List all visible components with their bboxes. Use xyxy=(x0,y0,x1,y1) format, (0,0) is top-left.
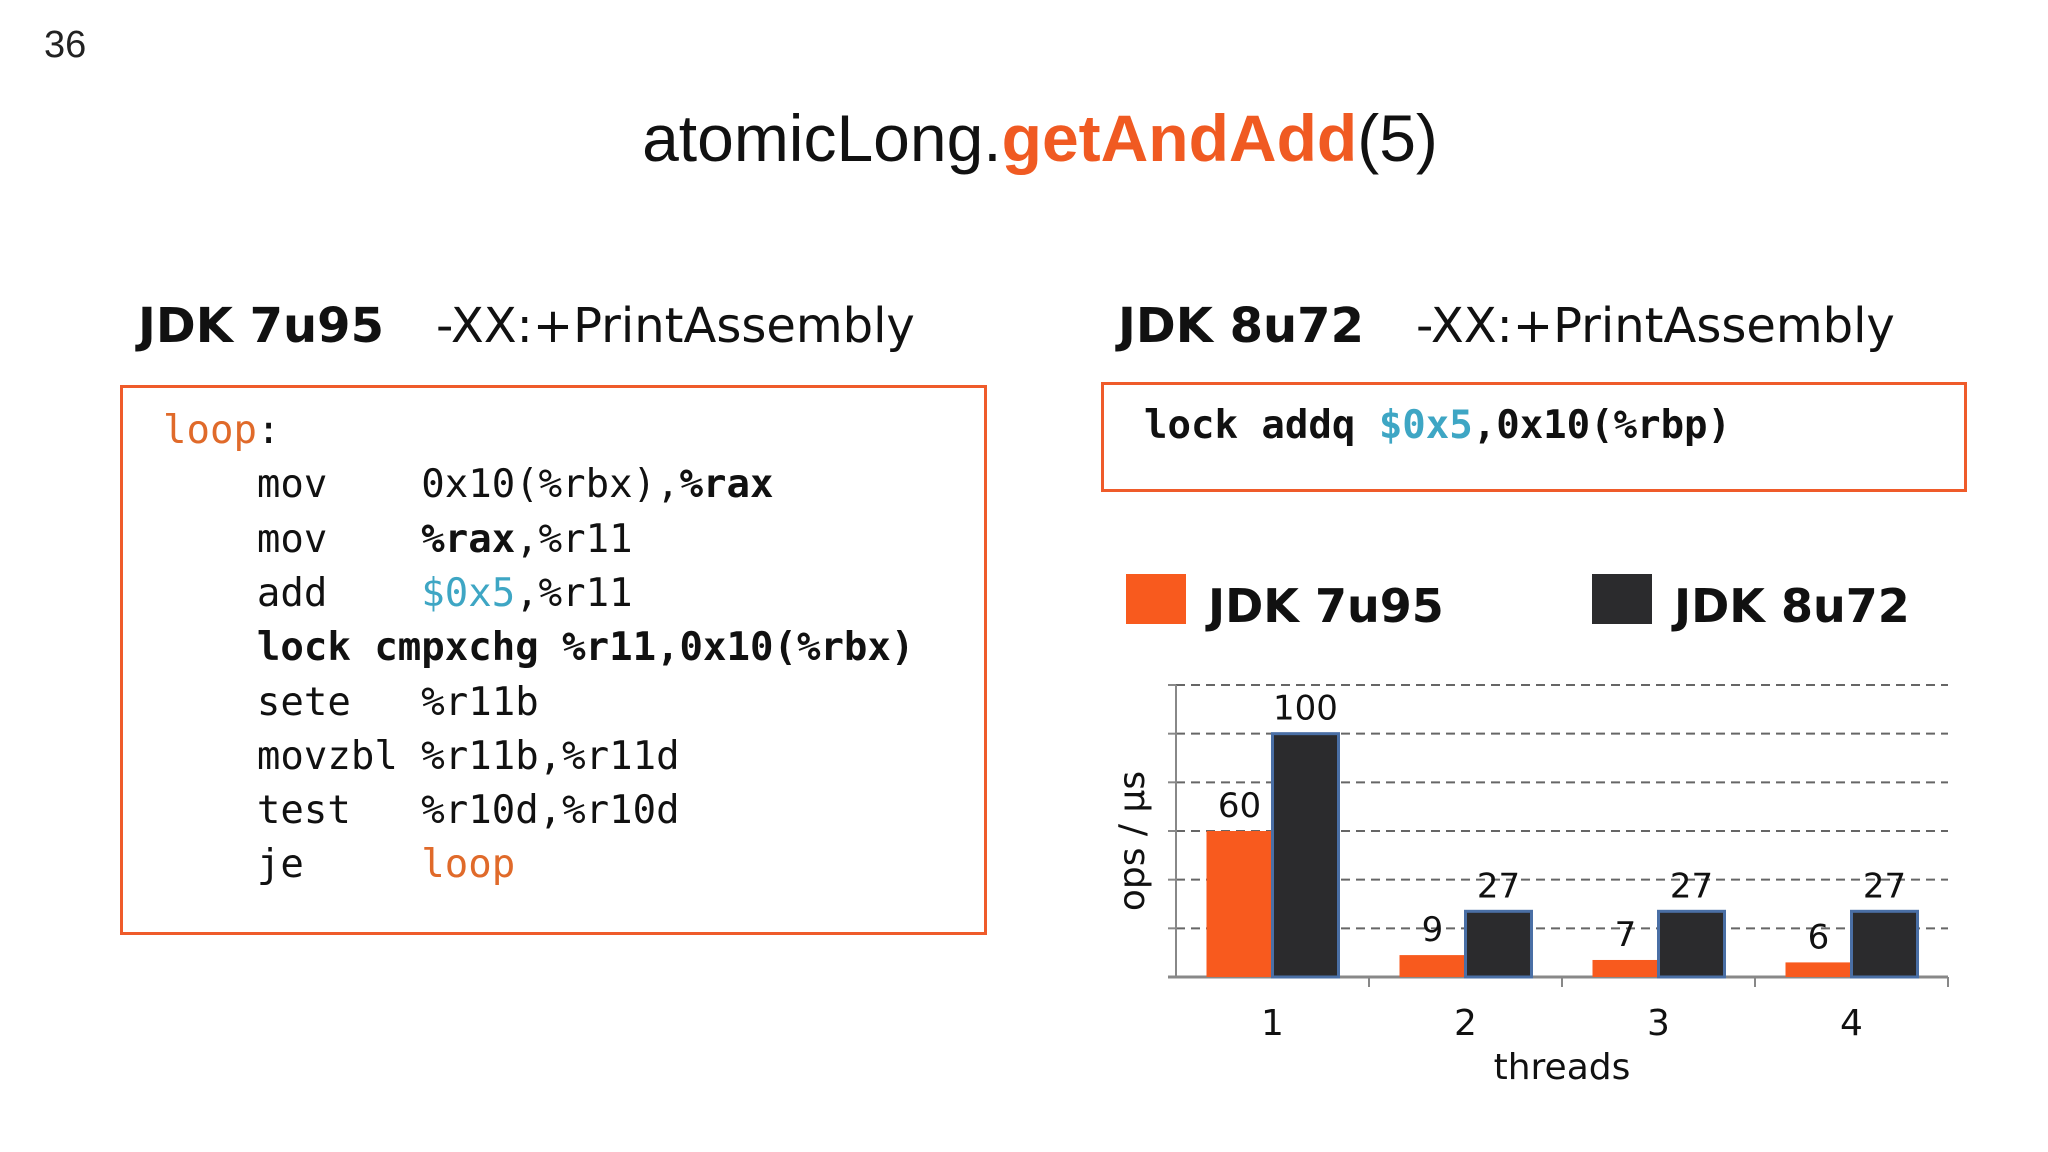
code-token: ,0x10(%rbp) xyxy=(1472,403,1732,448)
title-args: (5) xyxy=(1357,101,1438,175)
bar xyxy=(1399,955,1466,977)
code-token: %rax xyxy=(679,462,774,508)
title-method: getAndAdd xyxy=(1001,101,1358,175)
code-token: add xyxy=(163,570,422,616)
code-line: loop: xyxy=(163,408,280,453)
code-line: je loop xyxy=(163,842,515,887)
bar xyxy=(1206,831,1273,977)
code-token: je xyxy=(163,842,422,888)
x-tick-label: 2 xyxy=(1454,1003,1477,1044)
code-token: ,%r11 xyxy=(515,516,633,562)
code-line: add $0x5,%r11 xyxy=(163,571,633,616)
code-token: mov 0x10(%rbx), xyxy=(163,462,680,508)
code-line: movzbl %r11b,%r11d xyxy=(163,734,680,779)
slide-number: 36 xyxy=(44,24,87,66)
code-token: movzbl %r11b,%r11d xyxy=(163,733,680,779)
bar-value-label: 7 xyxy=(1615,915,1637,955)
code-token: lock addq xyxy=(1144,403,1379,448)
left-version: JDK 7u95 xyxy=(138,298,384,354)
legend-label: JDK 7u95 xyxy=(1205,579,1444,633)
code-token: loop xyxy=(163,408,257,453)
code-token: loop xyxy=(421,842,516,888)
code-line: lock addq $0x5,0x10(%rbp) xyxy=(1144,403,1731,448)
code-token: test %r10d,%r10d xyxy=(163,788,680,834)
legend-swatch xyxy=(1126,574,1186,624)
code-token: lock cmpxchg %r11,0x10(%rbx) xyxy=(163,625,915,671)
y-axis-title: ops / µs xyxy=(1112,771,1153,911)
jdk7-assembly-box: loop: mov 0x10(%rbx),%rax mov %rax,%r11 … xyxy=(120,385,987,935)
x-axis-title: threads xyxy=(1494,1047,1631,1088)
x-tick-label: 4 xyxy=(1840,1003,1863,1044)
code-token: %rax xyxy=(421,516,516,562)
bar-value-label: 27 xyxy=(1863,866,1906,906)
bar-value-label: 6 xyxy=(1808,917,1830,957)
bar xyxy=(1271,732,1340,979)
left-flag: -XX:+PrintAssembly xyxy=(435,298,915,354)
x-tick-label: 1 xyxy=(1261,1003,1284,1044)
code-token: $0x5 xyxy=(421,570,516,616)
code-line: test %r10d,%r10d xyxy=(163,788,680,833)
jdk8-assembly-box: lock addq $0x5,0x10(%rbp) xyxy=(1101,382,1967,492)
code-token: : xyxy=(256,408,281,453)
code-token: mov xyxy=(163,516,422,562)
bar-value-label: 27 xyxy=(1670,866,1713,906)
right-flag: -XX:+PrintAssembly xyxy=(1415,298,1895,354)
bar-value-label: 27 xyxy=(1477,866,1520,906)
code-token: ,%r11 xyxy=(515,570,633,616)
code-line: sete %r11b xyxy=(163,680,539,725)
code-line: lock cmpxchg %r11,0x10(%rbx) xyxy=(163,625,914,670)
legend-swatch xyxy=(1592,574,1652,624)
bar xyxy=(1592,959,1659,977)
right-version: JDK 8u72 xyxy=(1118,298,1364,354)
left-heading: JDK 7u95 -XX:+PrintAssembly xyxy=(138,298,915,354)
code-token: $0x5 xyxy=(1378,403,1473,448)
right-heading: JDK 8u72 -XX:+PrintAssembly xyxy=(1118,298,1895,354)
bar xyxy=(1464,909,1533,979)
bar xyxy=(1785,962,1852,977)
bar-value-label: 60 xyxy=(1218,786,1261,826)
code-line: mov 0x10(%rbx),%rax xyxy=(163,462,774,508)
bar-value-label: 100 xyxy=(1273,689,1338,729)
code-line: mov %rax,%r11 xyxy=(163,517,633,562)
title-object: atomicLong. xyxy=(642,101,1002,175)
throughput-chart: JDK 7u95 JDK 8u72601001927272736274thread… xyxy=(1112,574,1949,1088)
bar-value-label: 9 xyxy=(1422,910,1444,950)
bar xyxy=(1657,909,1726,979)
x-tick-label: 3 xyxy=(1647,1003,1670,1044)
code-token: sete %r11b xyxy=(163,679,539,725)
bar xyxy=(1850,909,1919,979)
legend-label: JDK 8u72 xyxy=(1671,579,1910,633)
slide-title: atomicLong.getAndAdd(5) xyxy=(0,100,2048,176)
